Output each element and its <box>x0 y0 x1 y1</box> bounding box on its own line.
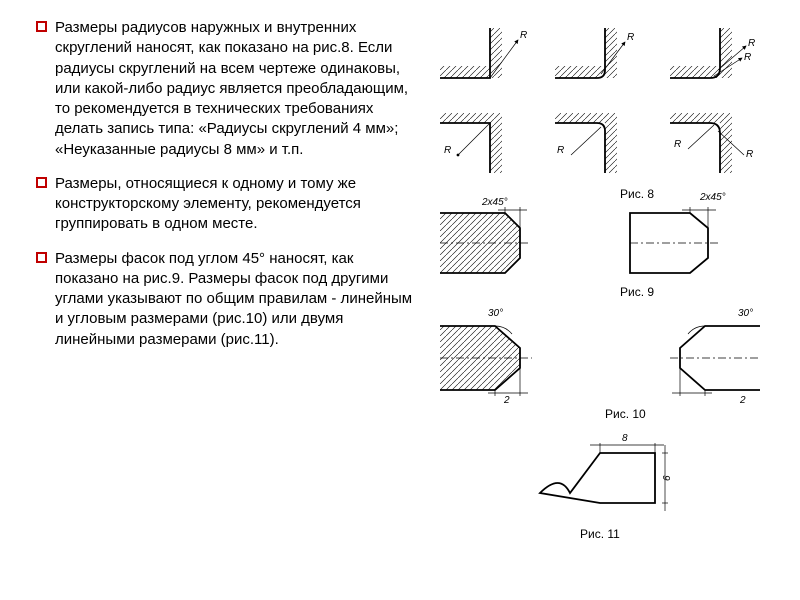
svg-text:R: R <box>746 149 753 160</box>
fig8-caption: Рис. 8 <box>620 187 654 201</box>
bullet-icon <box>36 177 47 188</box>
svg-text:R: R <box>674 139 681 150</box>
svg-text:30°: 30° <box>738 308 753 319</box>
svg-text:2: 2 <box>739 395 746 406</box>
svg-text:R: R <box>520 30 527 41</box>
fig8-outer-b: R <box>555 28 634 78</box>
svg-text:R: R <box>744 52 751 63</box>
svg-text:30°: 30° <box>488 308 503 319</box>
fig8-outer-a: R <box>440 28 527 78</box>
svg-text:R: R <box>748 38 755 49</box>
fig10-left: 30° 2 <box>440 308 532 406</box>
text-column: Размеры радиусов наружных и внутренних с… <box>0 0 430 600</box>
fig11-caption: Рис. 11 <box>580 527 620 541</box>
fig9-right <box>630 207 718 273</box>
svg-text:R: R <box>444 145 451 156</box>
svg-text:2: 2 <box>503 395 510 406</box>
bullet-icon <box>36 21 47 32</box>
paragraph-1: Размеры радиусов наружных и внутренних с… <box>36 18 420 160</box>
diagram-area: R R R R <box>430 18 785 588</box>
svg-text:8: 8 <box>622 433 628 444</box>
fig9-left: 2x45° <box>440 197 530 273</box>
svg-text:6: 6 <box>662 475 673 481</box>
paragraph-text: Размеры, относящиеся к одному и тому же … <box>55 174 420 235</box>
fig8-inner-c: R R <box>670 113 753 173</box>
fig8-inner-a: R <box>440 113 502 173</box>
paragraph-3: Размеры фасок под углом 45° наносят, как… <box>36 249 420 350</box>
svg-text:R: R <box>627 32 634 43</box>
svg-text:R: R <box>557 145 564 156</box>
svg-text:2x45°: 2x45° <box>481 197 508 208</box>
paragraph-text: Размеры фасок под углом 45° наносят, как… <box>55 249 420 350</box>
fig11: 8 6 <box>540 433 673 511</box>
svg-text:2x45°: 2x45° <box>699 192 726 203</box>
technical-drawings-svg: R R R R <box>430 18 785 588</box>
paragraph-text: Размеры радиусов наружных и внутренних с… <box>55 18 420 160</box>
bullet-icon <box>36 252 47 263</box>
fig10-right: 30° 2 <box>670 308 760 406</box>
fig8-inner-b: R <box>555 113 617 173</box>
fig10-caption: Рис. 10 <box>605 407 646 421</box>
paragraph-2: Размеры, относящиеся к одному и тому же … <box>36 174 420 235</box>
fig9-caption: Рис. 9 <box>620 285 654 299</box>
fig8-outer-c: R R <box>670 28 755 78</box>
